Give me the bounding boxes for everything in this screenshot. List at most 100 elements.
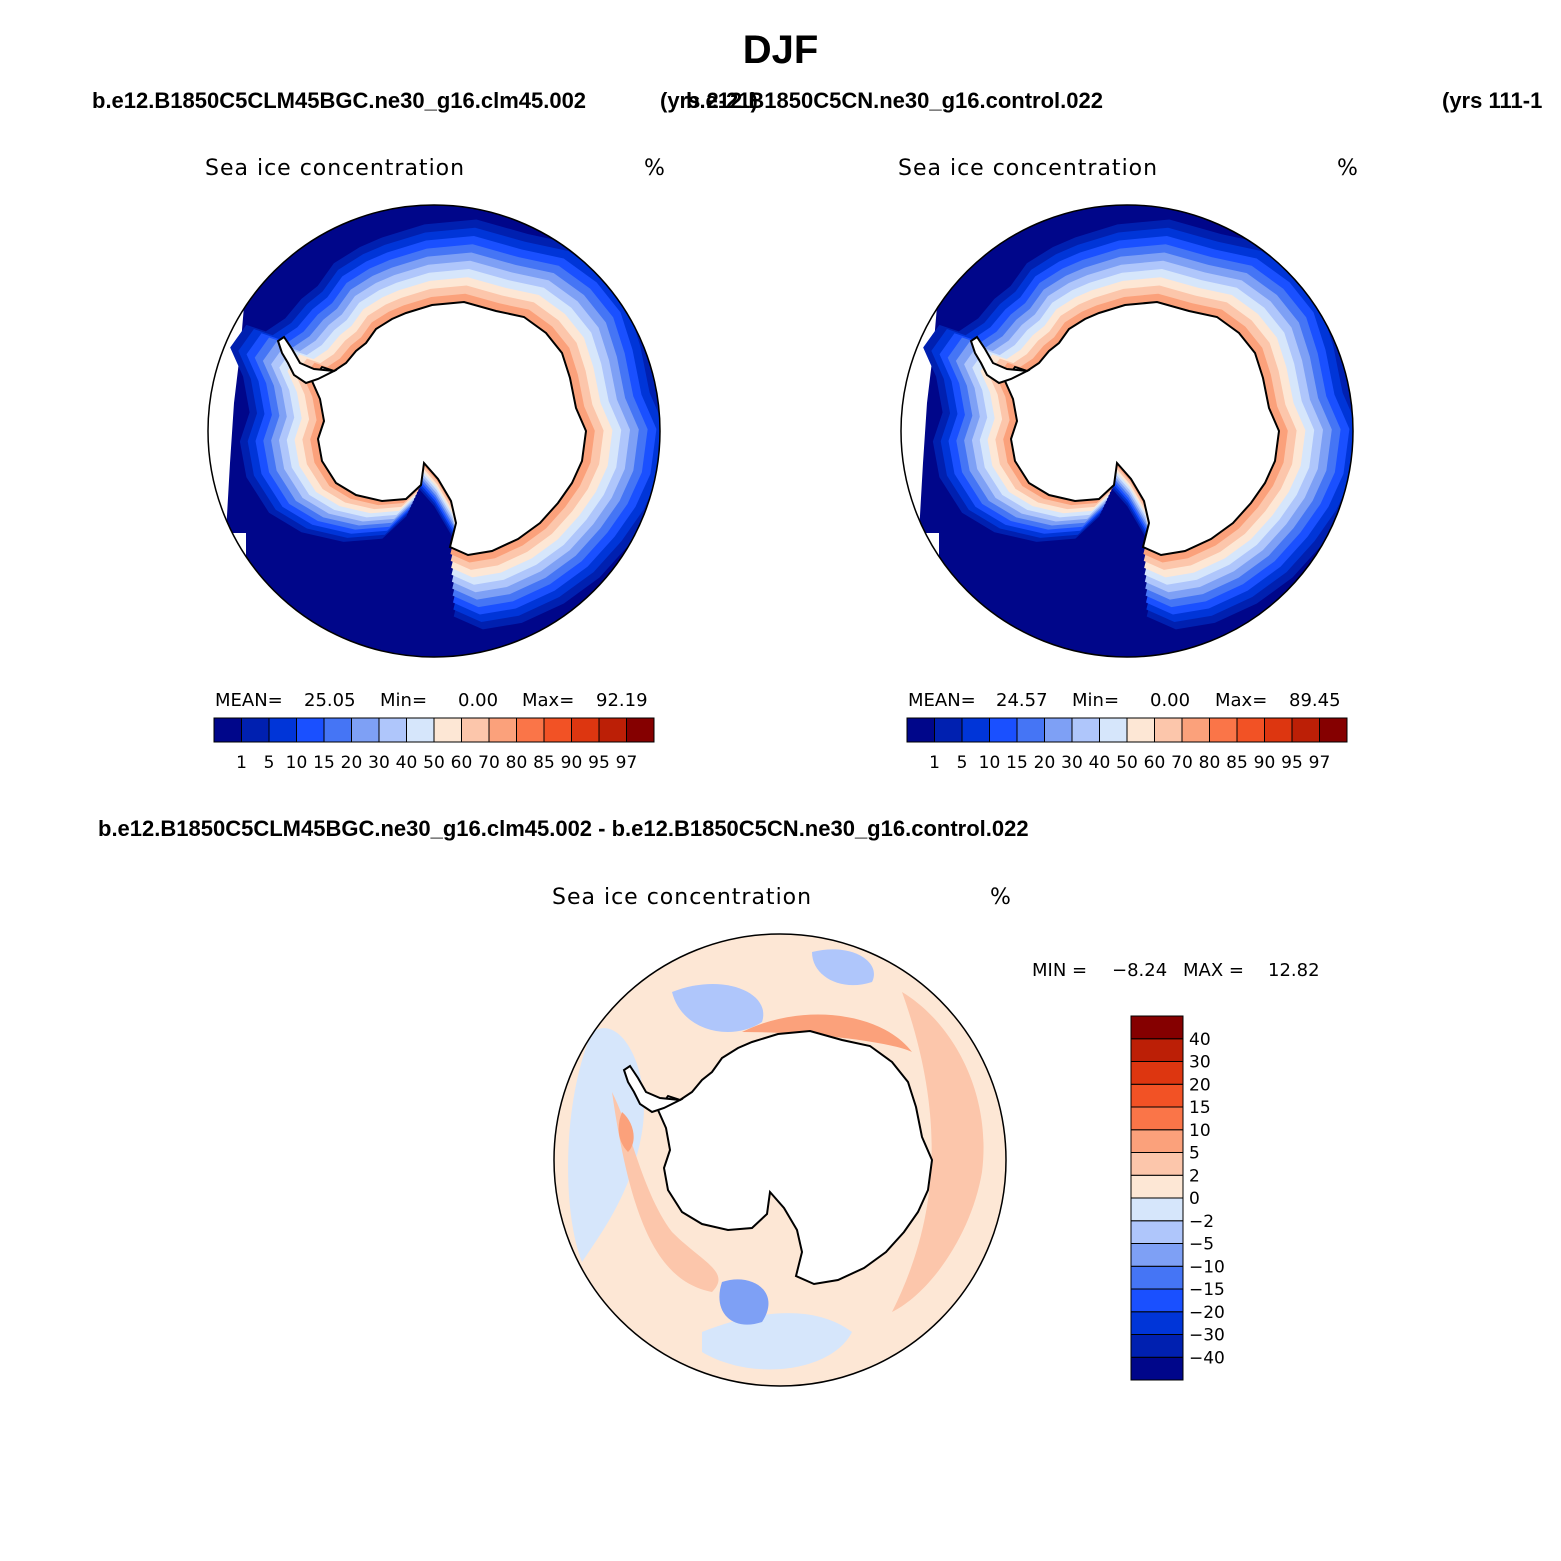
colorbar-swatch: [1130, 1015, 1184, 1040]
antarctic-peninsula: [276, 335, 338, 385]
colorbar-tick-label: −40: [1189, 1348, 1225, 1368]
colorbar-swatch: [1130, 1334, 1184, 1358]
colorbar-tick-label: 70: [1171, 753, 1193, 773]
season-title: DJF: [742, 28, 819, 72]
colorbar-swatch: [1236, 717, 1265, 743]
colorbar-tick-label: 80: [506, 753, 528, 773]
colorbar-tick-label: 60: [451, 753, 473, 773]
colorbar-swatch: [488, 717, 517, 743]
panel1-mean-value: 25.05: [304, 690, 356, 711]
colorbar-swatch: [1130, 1061, 1184, 1085]
case1-years: (yrs 2-21): [660, 88, 758, 113]
colorbar-swatch: [1130, 1083, 1184, 1108]
colorbar-swatch: [1044, 717, 1073, 743]
panel2-units: %: [1337, 156, 1359, 181]
colorbar-swatch: [1209, 717, 1238, 743]
colorbar-tick-label: 50: [1116, 753, 1138, 773]
colorbar-swatch: [1291, 717, 1320, 743]
colorbar-swatch: [1181, 717, 1210, 743]
colorbar-tick-label: 5: [264, 753, 275, 773]
colorbar-tick-label: 40: [1189, 1030, 1211, 1050]
colorbar-tick-label: 85: [1226, 753, 1248, 773]
colorbar-swatch: [571, 717, 600, 743]
colorbar-tick-label: 5: [1189, 1144, 1200, 1164]
panel2-polar-map: [900, 204, 1354, 658]
colorbar-tick-label: 40: [396, 753, 418, 773]
colorbar-tick-label: 40: [1089, 753, 1111, 773]
colorbar-swatch: [1130, 1265, 1184, 1290]
antarctica-coastline: [656, 1029, 934, 1286]
colorbar-tick-label: 5: [957, 753, 968, 773]
colorbar-tick-label: −10: [1189, 1257, 1225, 1277]
panel3-polar-map: [553, 933, 1007, 1387]
colorbar-swatch: [1130, 1220, 1184, 1244]
antarctica-coastline: [1003, 300, 1281, 557]
panel2-max-label: Max=: [1215, 690, 1268, 711]
colorbar-tick-label: −30: [1189, 1326, 1225, 1346]
panel2-min-value: 0.00: [1150, 690, 1191, 711]
colorbar-swatch: [323, 717, 352, 743]
difference-anomaly: [618, 1112, 634, 1152]
colorbar-tick-label: 15: [1006, 753, 1028, 773]
colorbar-swatch: [406, 717, 435, 743]
colorbar-swatch: [1016, 717, 1045, 743]
colorbar-swatch: [1126, 717, 1155, 743]
colorbar-swatch: [1154, 717, 1183, 743]
colorbar-swatch: [598, 717, 627, 743]
colorbar-tick-label: 90: [1254, 753, 1276, 773]
colorbar-tick-label: 30: [1061, 753, 1083, 773]
panel1-colorbar: 1 5 10 15 20 30 40 50 60 70 80 85 90 95 97: [213, 717, 655, 773]
colorbar-swatch: [1130, 1152, 1184, 1176]
map-boundary: [900, 204, 1354, 658]
colorbar-swatch: [1130, 1311, 1184, 1335]
panel3-min-value: −8.24: [1112, 960, 1168, 981]
case2-name: b.e12.B1850C5CN.ne30_g16.control.022: [686, 88, 1103, 113]
panel2-colorbar: 1 5 10 15 20 30 40 50 60 70 80 85 90 95 97: [906, 717, 1348, 773]
colorbar-tick-label: 20: [341, 753, 363, 773]
panel2-max-value: 89.45: [1289, 690, 1341, 711]
panel3-min-label: MIN =: [1032, 960, 1088, 981]
map-boundary: [207, 204, 661, 658]
case1-name: b.e12.B1850C5CLM45BGC.ne30_g16.clm45.002: [92, 88, 587, 113]
colorbar-tick-label: 20: [1034, 753, 1056, 773]
difference-anomaly: [672, 983, 764, 1032]
difference-anomaly: [568, 1028, 644, 1262]
colorbar-swatch: [1099, 717, 1128, 743]
colorbar-swatch: [516, 717, 545, 743]
colorbar-tick-label: −15: [1189, 1280, 1225, 1300]
colorbar-tick-label: 30: [368, 753, 390, 773]
colorbar-swatch: [934, 717, 963, 743]
difference-anomaly: [892, 992, 984, 1312]
colorbar-tick-label: 20: [1189, 1075, 1211, 1095]
colorbar-swatch: [213, 717, 242, 743]
panel1-polar-map: [207, 204, 661, 658]
colorbar-tick-label: 15: [1189, 1098, 1211, 1118]
colorbar-tick-label: 80: [1199, 753, 1221, 773]
colorbar-swatch: [461, 717, 490, 743]
colorbar-tick-label: 95: [588, 753, 610, 773]
antarctic-peninsula: [622, 1064, 684, 1114]
colorbar-swatch: [961, 717, 990, 743]
colorbar-tick-label: 15: [313, 753, 335, 773]
difference-title: b.e12.B1850C5CLM45BGC.ne30_g16.clm45.002…: [98, 816, 1029, 841]
map-boundary: [553, 933, 1007, 1387]
panel1-min-label: Min=: [380, 690, 428, 711]
colorbar-swatch: [1264, 717, 1293, 743]
difference-anomaly: [742, 1014, 912, 1052]
antarctic-peninsula: [969, 335, 1031, 385]
difference-anomaly: [612, 1092, 719, 1292]
colorbar-tick-label: 97: [1309, 753, 1331, 773]
colorbar-swatch: [543, 717, 572, 743]
colorbar-swatch: [1319, 717, 1348, 743]
panel3-max-label: MAX =: [1183, 960, 1244, 981]
colorbar-swatch: [433, 717, 462, 743]
panel2-min-label: Min=: [1072, 690, 1120, 711]
panel3-units: %: [990, 885, 1012, 910]
colorbar-tick-label: 1: [236, 753, 247, 773]
colorbar-tick-label: −2: [1189, 1212, 1214, 1232]
colorbar-swatch: [626, 717, 655, 743]
colorbar-tick-label: 90: [561, 753, 583, 773]
panel2-mean-label: MEAN=: [908, 690, 976, 711]
colorbar-tick-label: 95: [1281, 753, 1303, 773]
colorbar-tick-label: 1: [929, 753, 940, 773]
